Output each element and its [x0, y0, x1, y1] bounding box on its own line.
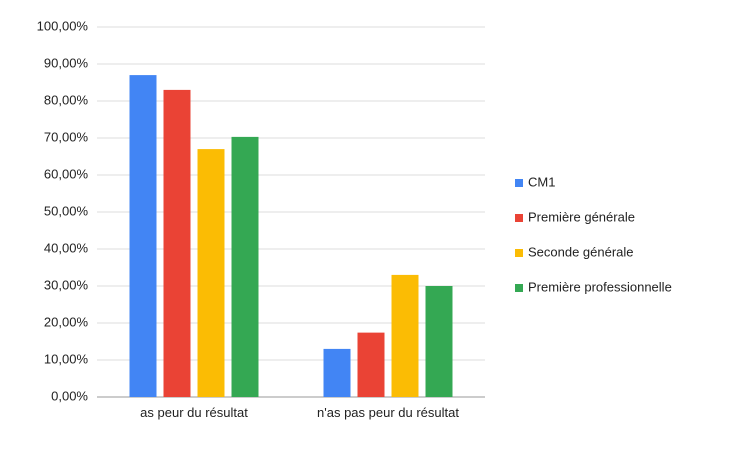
- y-tick-label: 0,00%: [51, 388, 88, 403]
- y-tick-label: 40,00%: [44, 240, 89, 255]
- y-tick-label: 100,00%: [37, 18, 89, 33]
- y-tick-label: 80,00%: [44, 92, 89, 107]
- x-tick-label: n'as pas peur du résultat: [317, 405, 459, 420]
- legend-label: Seconde générale: [528, 244, 634, 259]
- legend-label: Première professionnelle: [528, 279, 672, 294]
- bar: [129, 75, 157, 397]
- y-tick-label: 60,00%: [44, 166, 89, 181]
- legend-swatch: [515, 179, 523, 187]
- y-tick-label: 30,00%: [44, 277, 89, 292]
- bar: [231, 136, 259, 397]
- bar: [323, 348, 351, 397]
- legend-swatch: [515, 249, 523, 257]
- x-tick-label: as peur du résultat: [140, 405, 248, 420]
- bar: [357, 332, 385, 397]
- y-tick-label: 90,00%: [44, 55, 89, 70]
- y-tick-label: 20,00%: [44, 314, 89, 329]
- bar: [197, 149, 225, 397]
- y-tick-label: 10,00%: [44, 351, 89, 366]
- y-tick-label: 70,00%: [44, 129, 89, 144]
- bar: [163, 89, 191, 398]
- legend-swatch: [515, 214, 523, 222]
- bar: [425, 286, 453, 397]
- legend-label: Première générale: [528, 209, 635, 224]
- legend-swatch: [515, 284, 523, 292]
- legend-label: CM1: [528, 174, 555, 189]
- y-tick-label: 50,00%: [44, 203, 89, 218]
- bar: [391, 274, 419, 397]
